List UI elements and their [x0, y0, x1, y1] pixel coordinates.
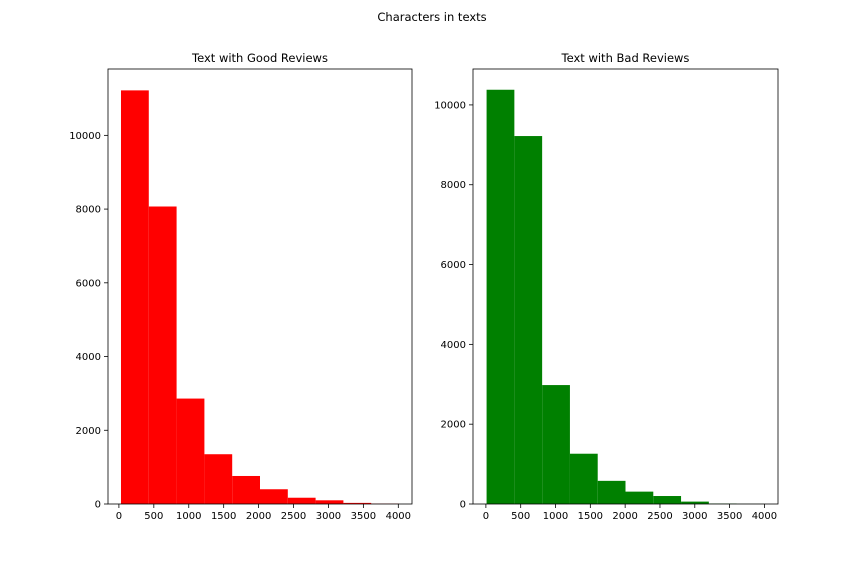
- histogram-bar: [204, 454, 232, 504]
- x-tick-label: 3500: [717, 511, 742, 522]
- figure-title: Characters in texts: [377, 10, 486, 24]
- x-tick-label: 4000: [752, 511, 777, 522]
- x-tick-label: 1500: [211, 511, 236, 522]
- x-tick-label: 1000: [543, 511, 568, 522]
- y-tick-label: 0: [460, 500, 466, 511]
- y-tick-label: 2000: [441, 420, 466, 431]
- histogram-bar: [487, 90, 515, 504]
- histogram-bar: [232, 476, 260, 504]
- subplot-title: Text with Bad Reviews: [561, 51, 690, 65]
- histogram-bar: [514, 136, 542, 504]
- histogram-bar: [121, 90, 149, 504]
- x-tick-label: 3000: [316, 511, 341, 522]
- histogram-bar: [260, 489, 288, 504]
- x-tick-label: 3500: [351, 511, 376, 522]
- x-tick-label: 1000: [176, 511, 201, 522]
- y-tick-label: 2000: [76, 426, 101, 437]
- histogram-bar: [316, 500, 344, 504]
- y-tick-label: 8000: [76, 205, 101, 216]
- y-tick-label: 0: [95, 500, 101, 511]
- x-tick-label: 0: [116, 511, 122, 522]
- x-tick-label: 500: [511, 511, 530, 522]
- x-tick-label: 2000: [612, 511, 637, 522]
- y-tick-label: 4000: [441, 340, 466, 351]
- histogram-bar: [288, 498, 316, 504]
- histogram-bar: [598, 481, 626, 504]
- histogram-bar: [570, 454, 598, 504]
- subplot-title: Text with Good Reviews: [191, 51, 328, 65]
- y-tick-label: 10000: [69, 131, 101, 142]
- subplot-2: 0 500 1000 1500 2000 2500 3000 3500 4000 0 2000 400…: [434, 51, 778, 522]
- y-tick-label: 8000: [441, 180, 466, 191]
- x-tick-label: 2500: [281, 511, 306, 522]
- x-tick-label: 500: [144, 511, 163, 522]
- x-tick-label: 0: [483, 511, 489, 522]
- x-tick-label: 1500: [578, 511, 603, 522]
- y-tick-label: 6000: [76, 278, 101, 289]
- y-tick-label: 10000: [434, 100, 466, 111]
- x-tick-label: 3000: [682, 511, 707, 522]
- subplot-1: 0 500 1000 1500 2000 2500 3000 3500 4000 0 2000 400…: [69, 51, 412, 522]
- y-tick-label: 4000: [76, 352, 101, 363]
- x-tick-label: 2000: [246, 511, 271, 522]
- histogram-bar: [177, 399, 205, 504]
- histogram-bar: [149, 207, 177, 505]
- histogram-bar: [653, 496, 681, 504]
- x-tick-label: 4000: [386, 511, 411, 522]
- y-tick-label: 6000: [441, 260, 466, 271]
- histogram-bar: [626, 492, 654, 504]
- histogram-bar: [542, 385, 570, 504]
- x-tick-label: 2500: [647, 511, 672, 522]
